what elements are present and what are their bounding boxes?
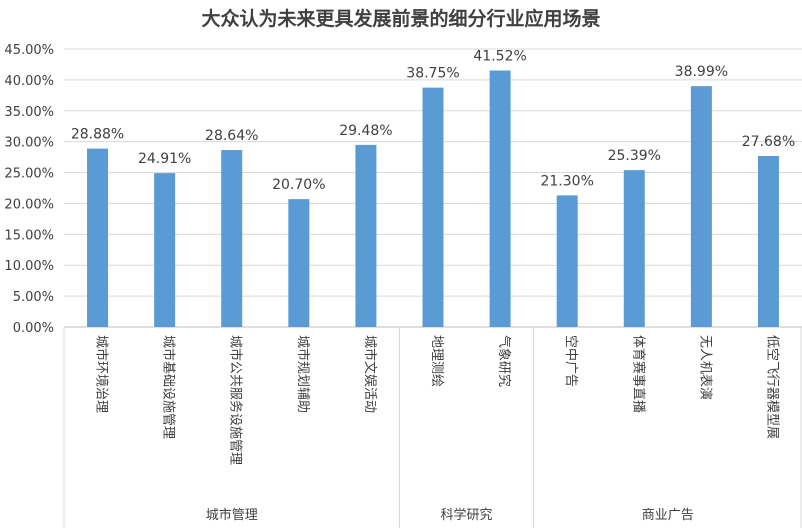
category-label: 体育赛事直播 [630, 335, 646, 413]
data-label: 41.52% [473, 48, 526, 64]
bar [87, 148, 109, 327]
y-tick-label: 30.00% [4, 136, 54, 151]
y-tick-label: 35.00% [4, 105, 54, 120]
bar [489, 70, 511, 328]
bar [623, 170, 645, 327]
y-tick-label: 45.00% [4, 43, 54, 58]
y-tick-label: 10.00% [4, 259, 54, 274]
category-label: 城市基础设施管理 [161, 335, 177, 439]
data-label: 38.99% [675, 64, 728, 80]
bar [221, 150, 243, 327]
y-tick-label: 20.00% [4, 197, 54, 212]
bar [422, 87, 444, 327]
data-label: 21.30% [540, 173, 593, 189]
category-label: 无人机表演 [697, 335, 713, 400]
bar [154, 173, 176, 327]
category-label: 城市规划辅助 [295, 335, 311, 413]
bar [288, 199, 310, 327]
y-tick-label: 5.00% [13, 290, 54, 305]
group-label: 城市管理 [206, 507, 258, 523]
bar [690, 86, 712, 327]
y-tick-label: 25.00% [4, 167, 54, 182]
category-label: 城市文娱活动 [362, 335, 378, 413]
data-label: 38.75% [406, 66, 459, 82]
group-label: 商业广告 [642, 508, 694, 523]
category-label: 城市公共服务设施管理 [228, 335, 244, 465]
data-label: 28.88% [71, 127, 124, 143]
data-label: 29.48% [339, 123, 392, 139]
group-label: 科学研究 [441, 507, 493, 523]
data-label: 27.68% [742, 134, 795, 150]
category-label: 地理测绘 [429, 335, 444, 387]
chart-title: 大众认为未来更具发展前景的细分行业应用场景 [201, 8, 601, 30]
data-label: 25.39% [608, 148, 661, 164]
bar [757, 155, 779, 327]
y-tick-label: 0.00% [13, 321, 54, 336]
bar [556, 195, 578, 327]
data-label: 20.70% [272, 177, 325, 193]
category-label: 气象研究 [496, 335, 512, 387]
category-label: 低空飞行器模型展 [764, 335, 779, 439]
bar [355, 144, 377, 327]
y-tick-label: 15.00% [4, 228, 54, 243]
category-label: 空中广告 [563, 335, 578, 387]
data-label: 28.64% [205, 128, 258, 144]
data-label: 24.91% [138, 151, 191, 167]
y-tick-label: 40.00% [4, 74, 54, 89]
category-label: 城市环境治理 [94, 335, 110, 413]
